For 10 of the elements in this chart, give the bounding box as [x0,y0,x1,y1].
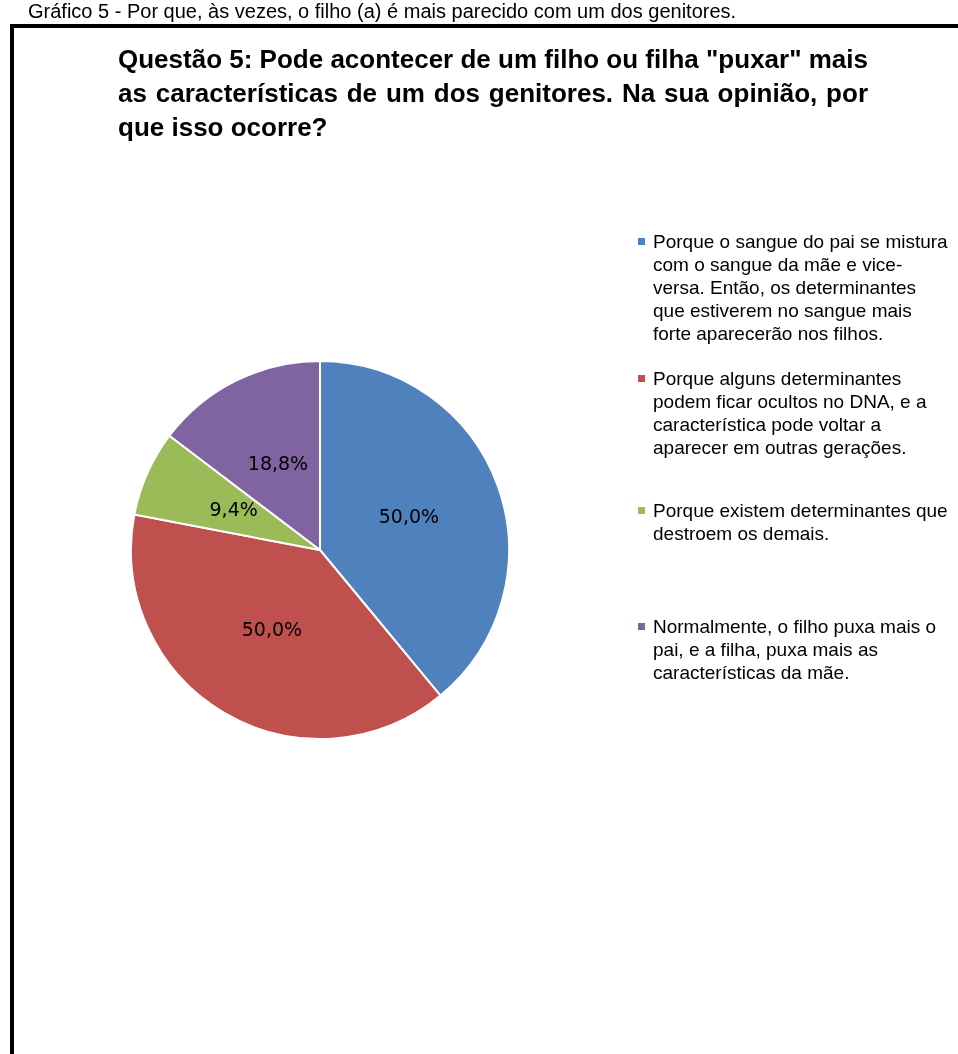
data-label: 18,8% [247,452,309,475]
legend-label: Porque existem determinantes que destroem os demais. [653,500,948,544]
legend-label: Normalmente, o filho puxa mais o pai, e a filha, puxa mais as características da mãe. [653,616,937,683]
data-label: 50,0% [378,504,440,527]
data-label: 50,0% [241,618,303,641]
legend-label: Porque o sangue do pai se mistura com o sangue da mãe e vice-versa. Então, os determinantes que estiverem no sangue mais forte aparecerão nos filhos. [653,231,948,344]
legend-label: Porque alguns determinantes podem ficar ocultos no DNA, e a característica pode voltar a aparecer em outras gerações. [653,368,927,458]
text: Gráfico 5 - Por que, às vezes, o filho (a) é mais parecido com um dos genitores. [28,0,737,22]
data-label: 9,4% [209,498,258,521]
chart-title: Questão 5: Pode acontecer de um filho ou filha "puxar" mais as características de um dos genitores. Na sua opinião, por que isso ocorre? [118,43,868,144]
